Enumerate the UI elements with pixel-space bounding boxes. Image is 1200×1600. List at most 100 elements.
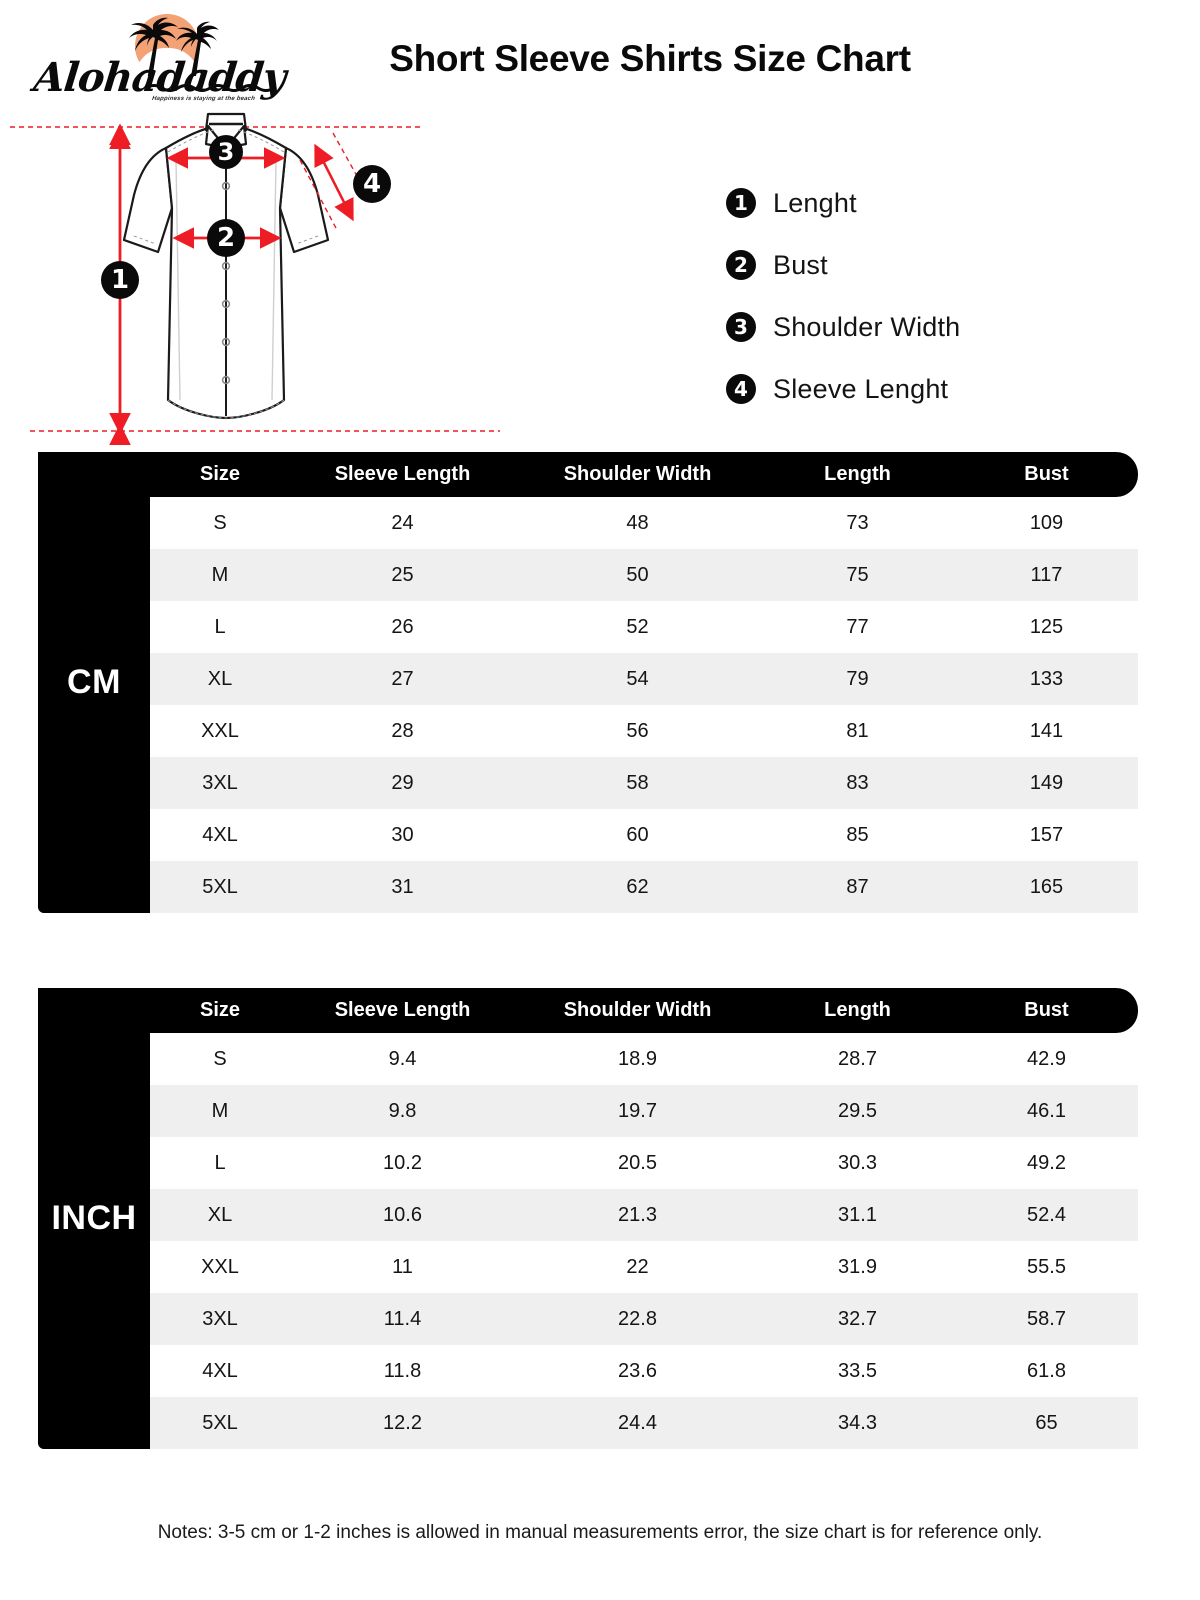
cell-size: XL <box>207 667 233 690</box>
cell-length: 34.3 <box>838 1411 877 1434</box>
cell-sleeve-length: 12.2 <box>383 1411 422 1434</box>
table-row: M 9.8 19.7 29.5 46.1 <box>150 1085 1138 1137</box>
unit-label-inch: INCH <box>51 1199 137 1237</box>
legend-label-bust: Bust <box>773 249 828 280</box>
unit-label-cm: CM <box>67 663 121 701</box>
size-table-cm-body: S 24 48 73 109 M 25 50 75 117 L 26 52 77 125 XL 27 54 79 13… <box>150 497 1138 913</box>
cell-bust: 109 <box>1029 511 1064 534</box>
cell-sleeve-length: 10.2 <box>383 1151 422 1174</box>
measurement-legend: 1 Lenght 2 Bust 3 Shoulder Width 4 Sleev… <box>726 172 1146 420</box>
cell-bust: 55.5 <box>1027 1255 1066 1278</box>
cell-shoulder-width: 54 <box>626 667 649 690</box>
cell-sleeve-length: 11 <box>392 1255 413 1278</box>
cell-size: 4XL <box>202 823 238 846</box>
cell-size: M <box>211 1099 229 1122</box>
legend-badge-4-icon: 4 <box>726 374 756 404</box>
marker-2-circle <box>207 219 245 257</box>
cell-bust: 165 <box>1029 875 1064 898</box>
cell-bust: 46.1 <box>1027 1099 1066 1122</box>
cell-shoulder-width: 19.7 <box>618 1099 657 1122</box>
table-row: 3XL 29 58 83 149 <box>150 757 1138 809</box>
brand-underline-swoosh <box>145 80 276 92</box>
cell-size: XXL <box>201 719 239 742</box>
cell-bust: 157 <box>1029 823 1064 846</box>
cell-sleeve-length: 29 <box>391 771 414 794</box>
table-row: XXL 11 22 31.9 55.5 <box>150 1241 1138 1293</box>
cell-shoulder-width: 20.5 <box>618 1151 657 1174</box>
svg-text:4: 4 <box>363 169 381 199</box>
col-header-length: Length <box>824 999 891 1021</box>
legend-item-sleeve-length: 4 Sleeve Lenght <box>726 358 1146 420</box>
cell-sleeve-length: 11.4 <box>383 1307 422 1330</box>
cell-bust: 58.7 <box>1027 1307 1066 1330</box>
size-table-cm-grid: Size Sleeve Length Shoulder Width Length… <box>38 452 1138 913</box>
table-row: XL 10.6 21.3 31.1 52.4 <box>150 1189 1138 1241</box>
table-row: XXL 28 56 81 141 <box>150 705 1138 757</box>
cell-size: S <box>213 1047 227 1070</box>
cell-sleeve-length: 24 <box>391 511 414 534</box>
legend-badge-2-icon: 2 <box>726 250 756 280</box>
cell-length: 32.7 <box>838 1307 877 1330</box>
cell-size: 3XL <box>202 771 238 794</box>
cell-shoulder-width: 22.8 <box>618 1307 657 1330</box>
legend-label-length: Lenght <box>773 187 857 218</box>
shirt-diagram: 1 2 3 4 <box>0 100 700 450</box>
legend-item-shoulder-width: 3 Shoulder Width <box>726 296 1146 358</box>
cell-length: 31.1 <box>838 1203 877 1226</box>
cell-bust: 49.2 <box>1027 1151 1066 1174</box>
cell-shoulder-width: 58 <box>626 771 649 794</box>
cell-length: 75 <box>846 563 869 586</box>
marker-4-circle <box>353 165 391 203</box>
col-header-sleeve-length: Sleeve Length <box>334 999 471 1021</box>
cell-size: L <box>214 1151 226 1174</box>
table-row: L 10.2 20.5 30.3 49.2 <box>150 1137 1138 1189</box>
cell-length: 31.9 <box>838 1255 877 1278</box>
table-row: S 9.4 18.9 28.7 42.9 <box>150 1033 1138 1085</box>
col-header-shoulder-width: Shoulder Width <box>563 463 712 485</box>
legend-label-sleeve-length: Sleeve Lenght <box>773 373 949 404</box>
palm-tree-left-icon <box>123 14 179 76</box>
cell-shoulder-width: 21.3 <box>618 1203 657 1226</box>
footer-notes: Notes: 3-5 cm or 1-2 inches is allowed i… <box>157 1522 1043 1543</box>
col-header-length: Length <box>824 463 891 485</box>
cell-shoulder-width: 18.9 <box>618 1047 657 1070</box>
table-header-row-cm: Size Sleeve Length Shoulder Width Length… <box>38 452 1138 497</box>
legend-badge-3-icon: 3 <box>726 312 756 342</box>
table-row: S 24 48 73 109 <box>150 497 1138 549</box>
cell-shoulder-width: 62 <box>626 875 649 898</box>
cell-shoulder-width: 50 <box>626 563 649 586</box>
cell-bust: 133 <box>1029 667 1064 690</box>
cell-bust: 65 <box>1035 1411 1058 1434</box>
marker-3-circle <box>209 135 243 169</box>
cell-bust: 61.8 <box>1027 1359 1066 1382</box>
cell-length: 33.5 <box>838 1359 877 1382</box>
cell-size: M <box>211 563 229 586</box>
cell-sleeve-length: 26 <box>391 615 414 638</box>
cell-sleeve-length: 27 <box>391 667 414 690</box>
table-row: 4XL 11.8 23.6 33.5 61.8 <box>150 1345 1138 1397</box>
col-header-sleeve-length: Sleeve Length <box>334 463 471 485</box>
cell-shoulder-width: 52 <box>626 615 649 638</box>
cell-shoulder-width: 56 <box>626 719 649 742</box>
cell-sleeve-length: 31 <box>391 875 414 898</box>
cell-bust: 141 <box>1029 719 1064 742</box>
cell-length: 29.5 <box>838 1099 877 1122</box>
cell-size: XXL <box>201 1255 239 1278</box>
cell-shoulder-width: 22 <box>626 1255 649 1278</box>
brand-logo: Alohadaddy Happiness is staying at the b… <box>32 8 287 108</box>
cell-length: 79 <box>846 667 869 690</box>
cell-length: 77 <box>846 615 869 638</box>
cell-bust: 125 <box>1029 615 1064 638</box>
page-title: Short Sleeve Shirts Size Chart <box>389 38 911 79</box>
col-header-size: Size <box>199 999 241 1021</box>
cell-length: 87 <box>846 875 869 898</box>
table-header-row-inch: Size Sleeve Length Shoulder Width Length… <box>38 988 1138 1033</box>
unit-column-inch: INCH <box>38 988 150 1449</box>
cell-length: 83 <box>846 771 869 794</box>
cell-size: XL <box>207 1203 233 1226</box>
legend-item-length: 1 Lenght <box>726 172 1146 234</box>
cell-length: 81 <box>846 719 869 742</box>
size-table-cm: CM Size Sleeve Length Shoulder Width Len… <box>38 452 1138 913</box>
table-row: 4XL 30 60 85 157 <box>150 809 1138 861</box>
col-header-bust: Bust <box>1024 999 1069 1021</box>
